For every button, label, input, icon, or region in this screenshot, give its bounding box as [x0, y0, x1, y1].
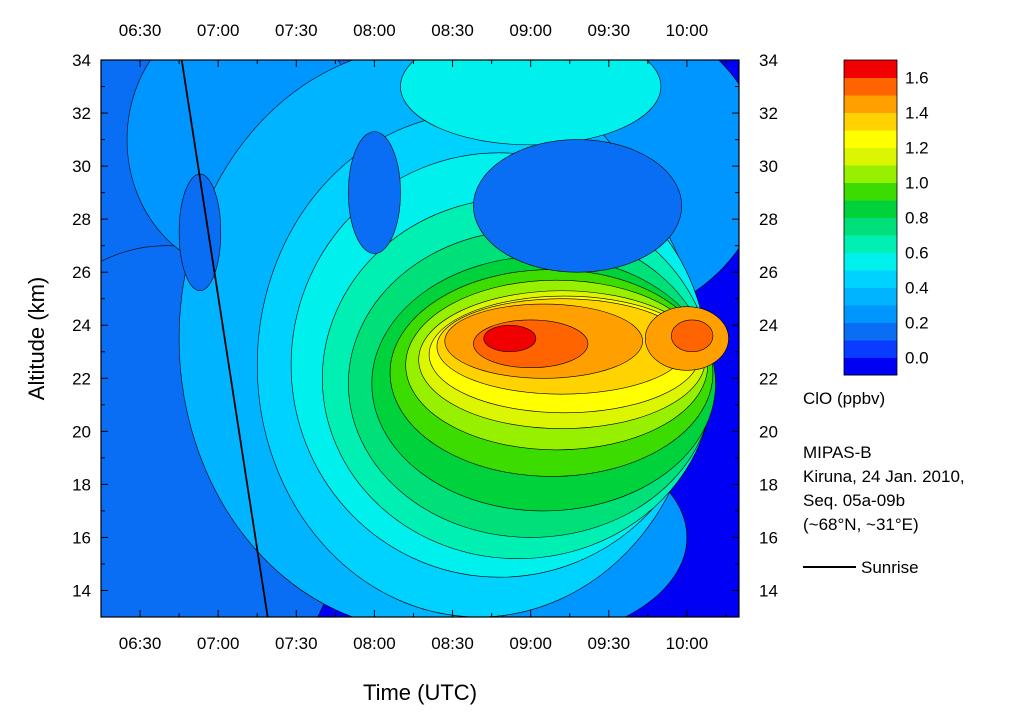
colorbar-tick-label: 1.2: [905, 139, 929, 158]
axes: 06:30 07:00 07:30 08:00 08:30 09:00 09:30 10:00…: [24, 21, 778, 705]
colorbar-tick-label: 1.6: [905, 69, 929, 88]
colorbar-tick-label: 0.8: [905, 209, 929, 228]
colorbar-swatch: [844, 182, 897, 201]
top-tick-label: 07:00: [197, 21, 240, 40]
x-tick-label: 09:00: [509, 634, 552, 653]
y-axis-title: Altitude (km): [24, 277, 49, 400]
colorbar-tick-label: 0.0: [905, 349, 929, 368]
colorbar-swatch: [844, 305, 897, 323]
colorbar-swatch: [844, 217, 897, 236]
y-tick-label: 18: [72, 475, 91, 494]
contour-level-peak: [670, 319, 714, 353]
colorbar-tick-label: 1.4: [905, 104, 929, 123]
colorbar-tick-label: 0.2: [905, 314, 929, 333]
colorbar-label: ClO (ppbv): [803, 389, 885, 408]
x-tick-label: 10:00: [666, 634, 709, 653]
colorbar-swatch: [844, 357, 897, 376]
colorbar-swatch: [844, 235, 897, 253]
sunrise-line-group: [180, 60, 269, 617]
y-tick-label: 28: [72, 210, 91, 229]
x-axis-title: Time (UTC): [363, 680, 477, 705]
colorbar-tick-label: 0.4: [905, 279, 929, 298]
colorbar-swatch: [844, 112, 897, 131]
plot-frame: [100, 59, 740, 618]
colorbar-swatch: [844, 270, 897, 288]
colorbar-swatch: [844, 77, 897, 96]
contour-level-min: [473, 139, 683, 273]
x-tick-label: 07:00: [197, 634, 240, 653]
colorbar-swatch: [844, 322, 897, 341]
annotation-text: Seq. 05a-09b: [803, 491, 905, 510]
annotation-text: MIPAS-B: [803, 443, 872, 462]
top-tick-label: 06:30: [119, 21, 162, 40]
x-tick-label: 07:30: [275, 634, 318, 653]
colorbar-swatch: [844, 60, 897, 78]
colorbar-legend: 0.0 0.2 0.4 0.6 0.8 1.0 1.2 1.4 1.6 ClO (ppbv) MIP…: [803, 59, 965, 577]
right-tick-label: 14: [759, 581, 778, 600]
y-tick-label: 34: [72, 51, 91, 70]
y-tick-label: 16: [72, 528, 91, 547]
right-tick-label: 26: [759, 263, 778, 282]
sunrise-legend-label: Sunrise: [861, 558, 919, 577]
top-tick-label: 09:30: [588, 21, 631, 40]
right-tick-label: 20: [759, 422, 778, 441]
x-tick-label: 06:30: [119, 634, 162, 653]
y-tick-label: 30: [72, 157, 91, 176]
y-tick-label: 14: [72, 581, 91, 600]
colorbar-swatch: [844, 147, 897, 166]
right-tick-label: 16: [759, 528, 778, 547]
x-tick-label: 09:30: [588, 634, 631, 653]
right-tick-label: 22: [759, 369, 778, 388]
right-tick-label: 30: [759, 157, 778, 176]
plot-border: [100, 59, 740, 618]
colorbar-swatch: [844, 200, 897, 218]
top-tick-label: 07:30: [275, 21, 318, 40]
y-tick-label: 32: [72, 104, 91, 123]
right-tick-label: 28: [759, 210, 778, 229]
annotation-text: Kiruna, 24 Jan. 2010,: [803, 467, 965, 486]
contour-level-peak: [483, 324, 537, 353]
right-tick-label: 32: [759, 104, 778, 123]
right-tick-label: 34: [759, 51, 778, 70]
colorbar-swatch: [844, 130, 897, 148]
annotation-text: (~68°N, ~31°E): [803, 515, 919, 534]
colorbar-tick-label: 0.6: [905, 244, 929, 263]
top-tick-label: 09:00: [509, 21, 552, 40]
y-tick-label: 26: [72, 263, 91, 282]
top-tick-label: 08:00: [353, 21, 396, 40]
colorbar-swatch: [844, 287, 897, 306]
y-tick-label: 24: [72, 316, 91, 335]
colorbar-swatch: [844, 95, 897, 113]
contour-field: [101, 60, 739, 617]
right-tick-label: 18: [759, 475, 778, 494]
contour-level-min: [348, 131, 401, 254]
contour-level-mid: [400, 60, 662, 146]
x-tick-label: 08:00: [353, 634, 396, 653]
top-tick-label: 08:30: [431, 21, 474, 40]
colorbar-swatch: [844, 252, 897, 271]
y-tick-label: 22: [72, 369, 91, 388]
colorbar-border: [843, 59, 898, 376]
sunrise-line: [180, 60, 269, 617]
x-tick-label: 08:30: [431, 634, 474, 653]
top-tick-label: 10:00: [666, 21, 709, 40]
y-tick-label: 20: [72, 422, 91, 441]
right-tick-label: 24: [759, 316, 778, 335]
colorbar-swatch: [844, 165, 897, 183]
colorbar-tick-label: 1.0: [905, 174, 929, 193]
colorbar-swatch: [844, 340, 897, 358]
